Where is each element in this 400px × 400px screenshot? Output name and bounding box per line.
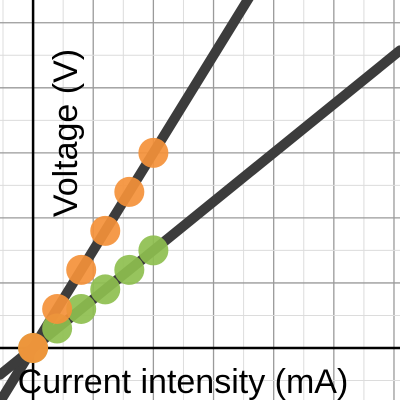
data-point-series-1 [18,332,49,363]
data-point-series-2 [90,274,121,305]
data-point-series-2 [138,235,169,266]
data-point-series-1 [66,254,97,285]
data-point-series-1 [138,137,169,168]
data-point-series-1 [90,215,121,246]
x-axis-label: Current intensity (mA) [18,363,349,400]
data-points [18,137,169,363]
y-axis-label: Voltage (V) [47,49,85,217]
data-point-series-2 [114,254,145,285]
data-point-series-2 [66,293,97,324]
data-point-series-1 [114,176,145,207]
data-point-series-1 [42,293,73,324]
